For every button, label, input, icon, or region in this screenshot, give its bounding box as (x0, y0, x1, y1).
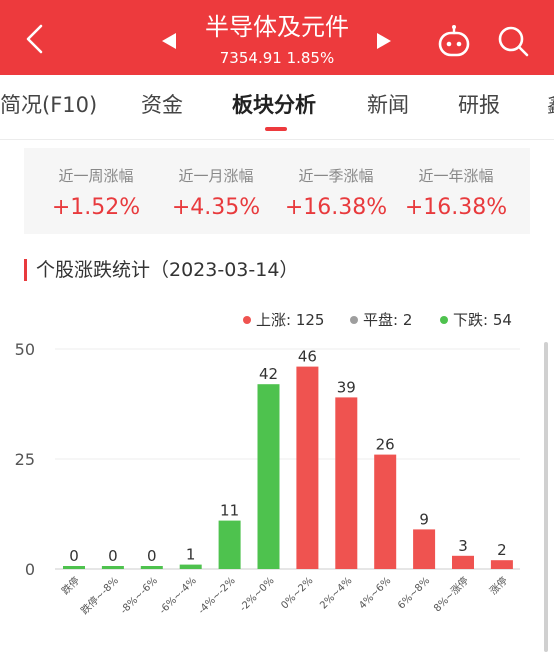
bar (452, 555, 474, 569)
bar-value-label: 3 (458, 537, 468, 555)
performance-card: 近一周涨幅 +1.52% 近一月涨幅 +4.35% 近一季涨幅 +16.38% … (24, 148, 530, 234)
bar (179, 564, 202, 569)
section-title: 个股涨跌统计（2023-03-14） (36, 259, 299, 281)
bar-value-label: 2 (497, 541, 507, 559)
x-tick-label: 跌停 (59, 574, 82, 597)
tab-research[interactable]: 研报 (458, 93, 500, 117)
search-icon[interactable] (496, 24, 530, 58)
legend-label: 下跌: 54 (453, 311, 512, 329)
prev-triangle-icon[interactable] (162, 33, 176, 49)
x-tick-label: 2%~4% (318, 575, 354, 611)
stat-label: 近一月涨幅 (178, 167, 254, 185)
scrollbar[interactable] (544, 342, 548, 652)
bar-value-label: 11 (220, 502, 239, 520)
stat-label: 近一周涨幅 (58, 167, 134, 185)
active-tab-indicator (265, 127, 287, 131)
x-tick-label: -8%~-6% (119, 575, 160, 616)
bar (63, 566, 85, 569)
divider (0, 139, 554, 140)
x-tick-label: 涨停 (487, 574, 510, 597)
x-tick-label: -4%~-2% (196, 575, 237, 616)
app-header: 半导体及元件 7354.91 1.85% (0, 0, 554, 75)
bar (374, 454, 397, 569)
legend-dot-down (440, 316, 448, 324)
robot-icon[interactable] (436, 24, 472, 58)
legend-dot-flat (350, 316, 358, 324)
tab-news[interactable]: 新闻 (367, 93, 409, 117)
distribution-bar-chart: 025500跌停0跌停~-8%0-8%~-6%1-6%~-4%11-4%~-2%… (15, 340, 520, 617)
x-tick-label: 跌停~-8% (78, 574, 121, 617)
stat-label: 近一季涨幅 (298, 167, 374, 185)
bar (490, 560, 513, 569)
legend-label: 上涨: 125 (256, 311, 325, 329)
stat-value: +16.38% (404, 195, 508, 220)
legend-label: 平盘: 2 (363, 311, 413, 329)
tab-bar: 简况(F10) 资金 板块分析 新闻 研报 鑫 (0, 75, 554, 139)
x-tick-label: 8%~涨停 (431, 574, 471, 614)
x-tick-label: -6%~-4% (158, 575, 199, 616)
bar-value-label: 0 (147, 547, 157, 565)
stat-value: +16.38% (284, 195, 388, 220)
stat-month: 近一月涨幅 +4.35% (156, 148, 276, 222)
bar (296, 366, 319, 569)
bar (218, 520, 241, 569)
stat-week: 近一周涨幅 +1.52% (36, 148, 156, 222)
stat-value: +1.52% (51, 195, 141, 220)
legend-flat: 平盘: 2 (350, 310, 412, 330)
tab-profile[interactable]: 简况(F10) (0, 93, 98, 117)
bar-value-label: 1 (186, 546, 196, 564)
tab-sector-analysis[interactable]: 板块分析 (232, 93, 316, 117)
section-marker (24, 259, 27, 281)
next-triangle-icon[interactable] (377, 33, 391, 49)
legend-down: 下跌: 54 (440, 310, 512, 330)
bar (140, 566, 163, 569)
x-tick-label: 4%~6% (357, 575, 393, 611)
back-icon[interactable] (20, 22, 50, 56)
stat-year: 近一年涨幅 +16.38% (396, 148, 516, 222)
stat-value: +4.35% (171, 195, 261, 220)
bar-value-label: 0 (108, 547, 118, 565)
x-tick-label: 0%~2% (279, 575, 315, 611)
legend-dot-up (243, 316, 251, 324)
y-tick-label: 0 (25, 560, 35, 579)
bar-value-label: 26 (376, 436, 395, 454)
stat-quarter: 近一季涨幅 +16.38% (276, 148, 396, 222)
bar-value-label: 39 (337, 378, 356, 396)
legend-up: 上涨: 125 (243, 310, 324, 330)
bar-value-label: 9 (419, 510, 429, 528)
y-tick-label: 25 (15, 450, 35, 469)
tab-more[interactable]: 鑫 (547, 91, 554, 119)
y-tick-label: 50 (15, 340, 35, 359)
bar-value-label: 46 (298, 348, 317, 366)
bar-value-label: 0 (69, 547, 79, 565)
bar (413, 529, 436, 569)
bar (101, 566, 124, 569)
x-tick-label: -2%~0% (238, 575, 277, 614)
stat-label: 近一年涨幅 (418, 167, 494, 185)
bar (257, 384, 280, 569)
x-tick-label: 6%~8% (396, 575, 432, 611)
bar (335, 397, 358, 569)
index-quote: 7354.91 1.85% (219, 49, 335, 67)
page-title: 半导体及元件 (205, 13, 349, 41)
tab-funds[interactable]: 资金 (141, 93, 183, 117)
bar-value-label: 42 (259, 365, 278, 383)
